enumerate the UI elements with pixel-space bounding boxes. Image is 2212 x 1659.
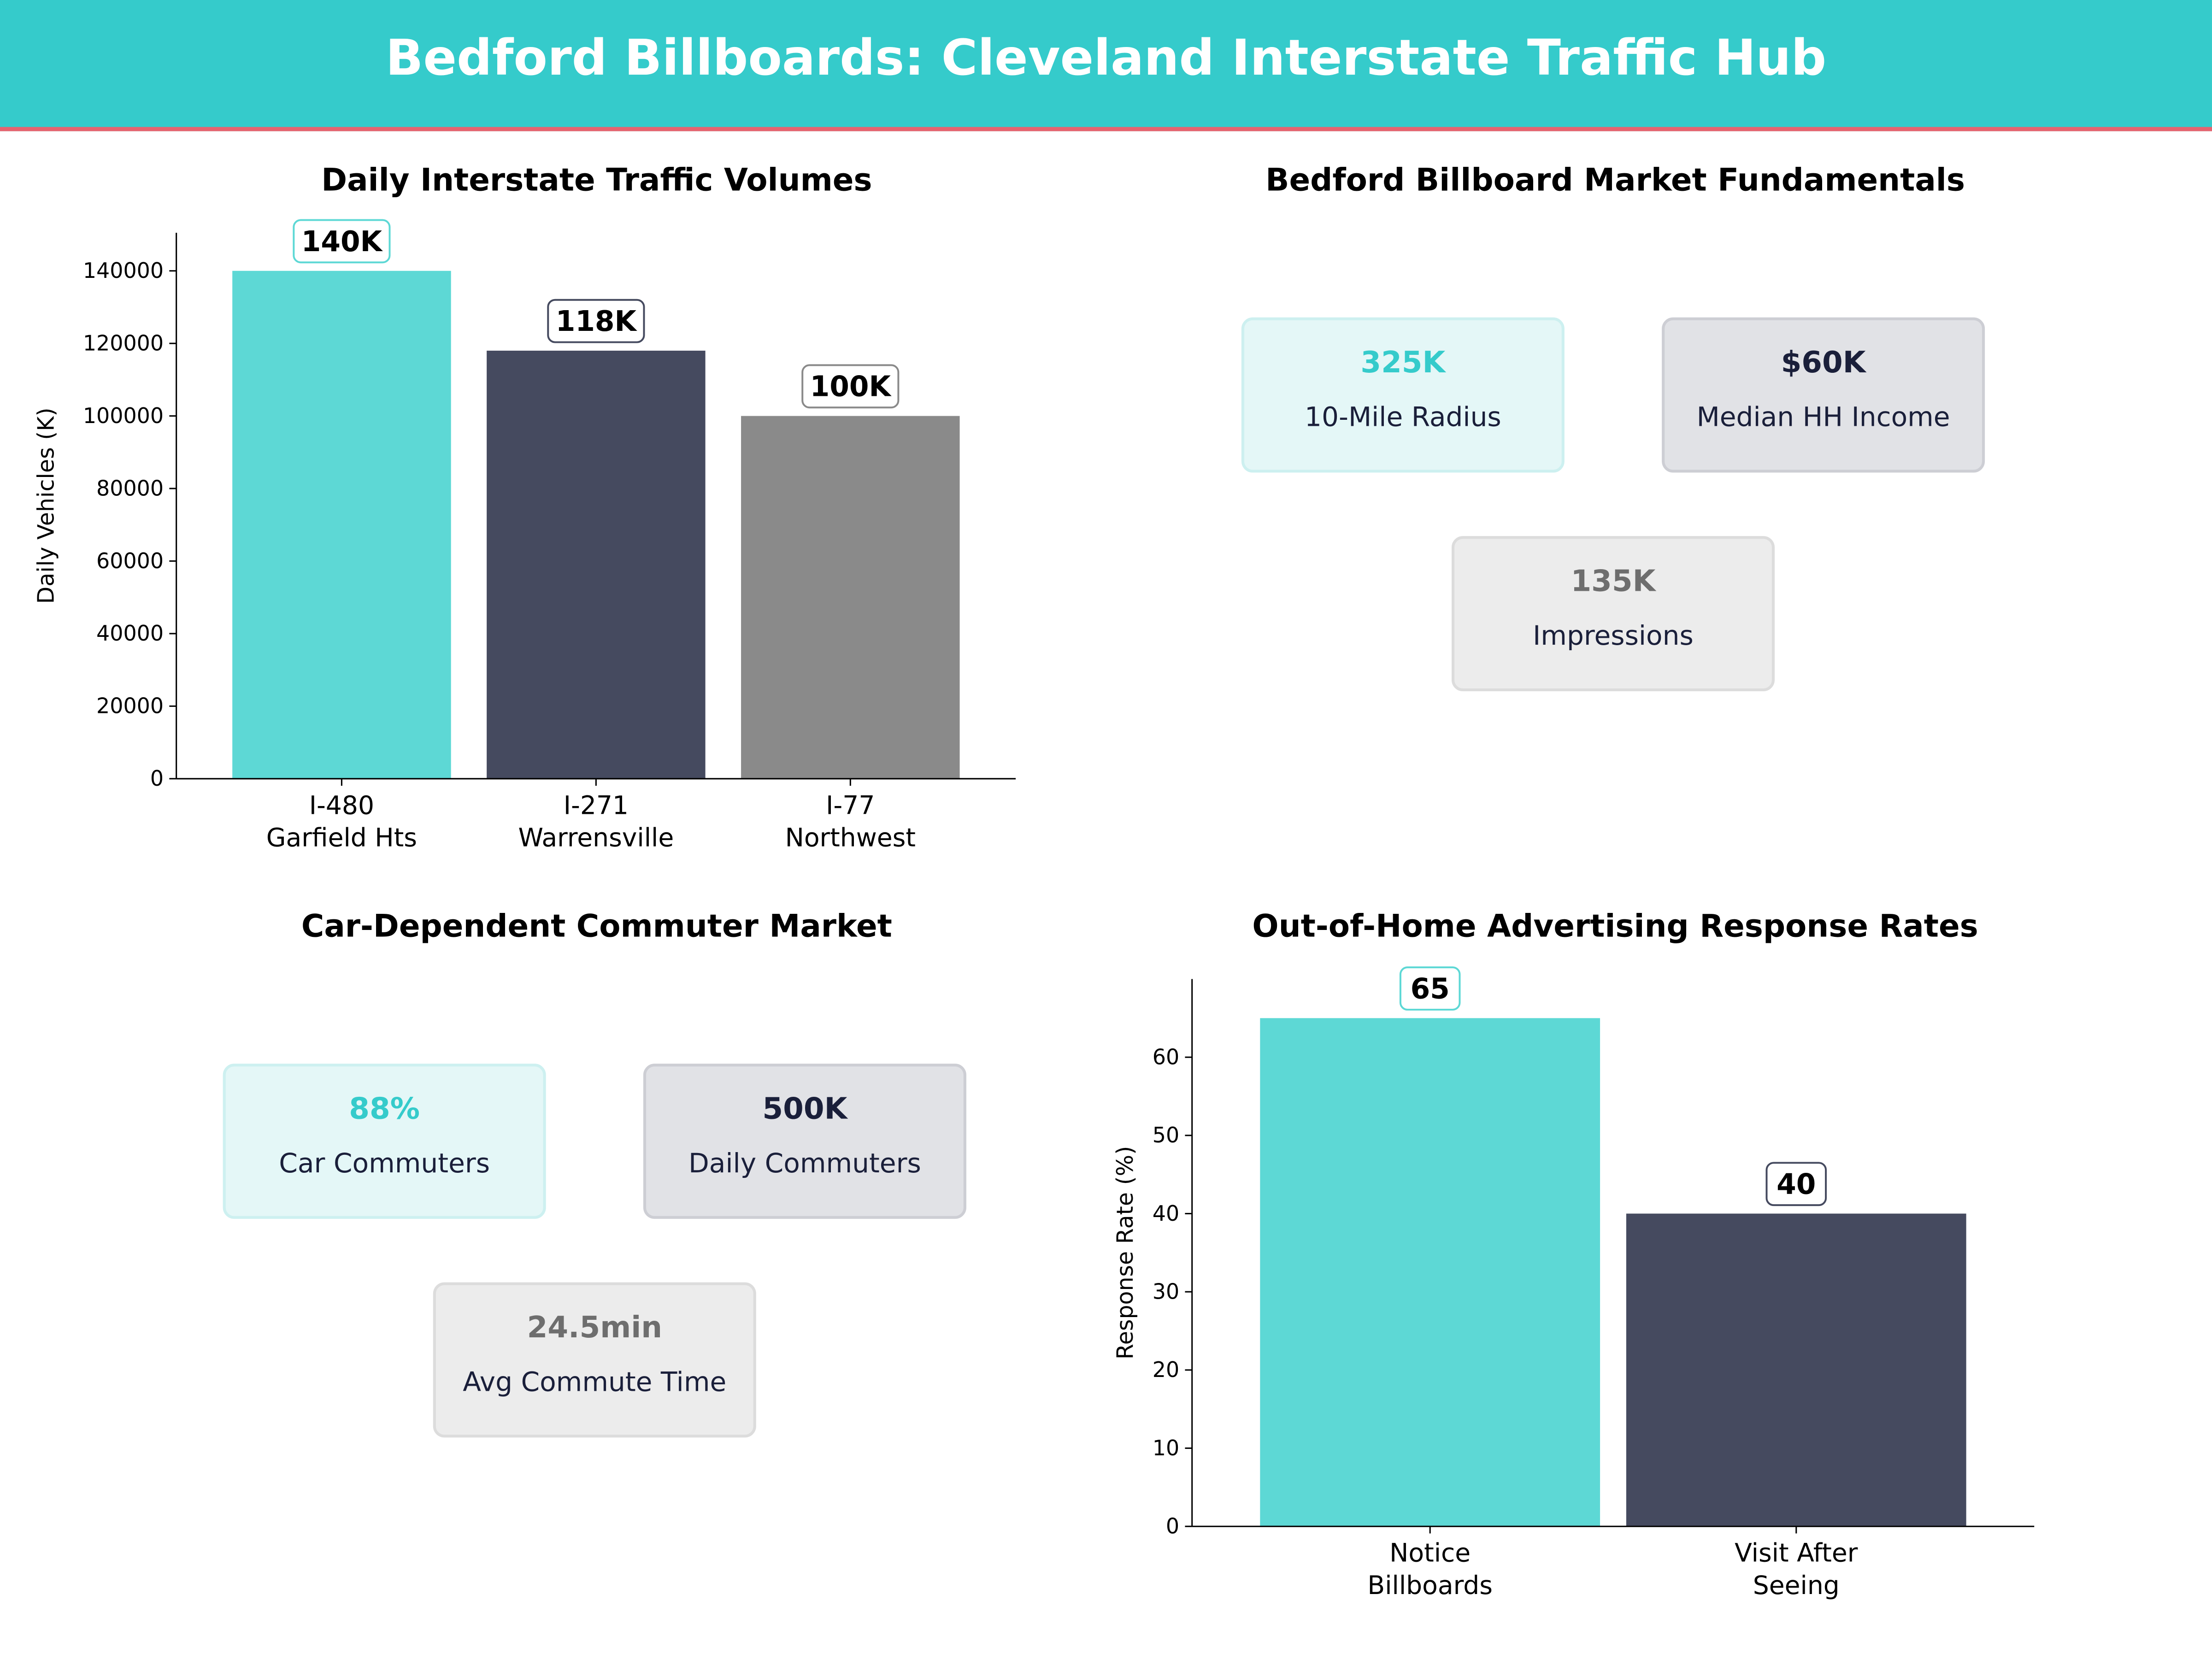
y-tick-label: 40 xyxy=(1153,1201,1179,1226)
metric-label: Impressions xyxy=(1533,620,1694,652)
metric-card-radius: 325K 10-Mile Radius xyxy=(1241,317,1565,473)
y-axis-label: Response Rate (%) xyxy=(1112,1146,1138,1359)
metric-value: 135K xyxy=(1571,564,1656,598)
traffic-chart-title: Daily Interstate Traffic Volumes xyxy=(321,164,872,199)
x-tick-label: Billboards xyxy=(1367,1571,1493,1600)
bar xyxy=(232,271,451,779)
metric-label: Car Commuters xyxy=(279,1148,490,1180)
y-tick-label: 60000 xyxy=(96,548,164,573)
metric-card-car-commuters: 88% Car Commuters xyxy=(223,1064,546,1219)
y-tick-label: 20000 xyxy=(96,694,164,718)
x-tick-label: Seeing xyxy=(1753,1571,1840,1600)
metric-label: Median HH Income xyxy=(1696,402,1950,433)
y-tick-label: 20 xyxy=(1153,1357,1179,1382)
metric-card-commute-time: 24.5min Avg Commute Time xyxy=(433,1282,756,1438)
y-tick-label: 120000 xyxy=(83,330,164,355)
data-label: 65 xyxy=(1411,972,1450,1005)
y-tick-label: 50 xyxy=(1153,1123,1179,1147)
x-tick-label: I-480 xyxy=(309,790,374,820)
metric-value: 24.5min xyxy=(527,1310,662,1345)
bar xyxy=(1260,1018,1600,1527)
y-tick-label: 30 xyxy=(1153,1279,1179,1304)
metric-value: 325K xyxy=(1360,345,1446,380)
metric-card-income: $60K Median HH Income xyxy=(1662,317,1985,473)
metric-label: Avg Commute Time xyxy=(463,1367,727,1398)
x-tick-label: Visit After xyxy=(1735,1538,1858,1568)
data-label-box xyxy=(547,299,645,343)
x-tick-label: Notice xyxy=(1389,1538,1471,1568)
metric-card-daily-commuters: 500K Daily Commuters xyxy=(643,1064,966,1219)
page-title: Bedford Billboards: Cleveland Interstate… xyxy=(385,31,1827,88)
data-label-box xyxy=(1765,1162,1827,1206)
y-tick-label: 60 xyxy=(1153,1044,1179,1069)
x-tick-label: I-77 xyxy=(826,790,875,820)
response-chart-title: Out-of-Home Advertising Response Rates xyxy=(1252,910,1978,946)
metric-value: $60K xyxy=(1781,345,1866,380)
metric-value: 88% xyxy=(349,1092,420,1126)
commuter-market-title: Car-Dependent Commuter Market xyxy=(301,910,892,946)
data-label: 140K xyxy=(301,225,383,258)
metric-label: Daily Commuters xyxy=(688,1148,921,1180)
data-label-box xyxy=(801,364,900,409)
y-axis-label: Daily Vehicles (K) xyxy=(33,407,59,604)
data-label: 118K xyxy=(556,305,638,338)
market-fundamentals-title: Bedford Billboard Market Fundamentals xyxy=(1265,164,1965,199)
y-tick-label: 0 xyxy=(150,766,164,791)
bar xyxy=(741,416,960,779)
data-label: 40 xyxy=(1777,1168,1816,1201)
data-label: 100K xyxy=(810,371,892,403)
y-tick-label: 80000 xyxy=(96,476,164,500)
data-label-box xyxy=(293,219,391,264)
y-tick-label: 0 xyxy=(1166,1514,1179,1539)
y-tick-label: 140000 xyxy=(83,258,164,283)
y-tick-label: 40000 xyxy=(96,621,164,646)
bar xyxy=(1626,1213,1966,1527)
x-tick-label: Garfield Hts xyxy=(266,823,417,853)
y-tick-label: 10 xyxy=(1153,1435,1179,1460)
header-banner: Bedford Billboards: Cleveland Interstate… xyxy=(0,0,2212,131)
y-tick-label: 100000 xyxy=(83,403,164,428)
metric-card-impressions: 135K Impressions xyxy=(1451,536,1775,691)
bar xyxy=(487,350,706,779)
x-tick-label: Northwest xyxy=(785,823,916,853)
metric-label: 10-Mile Radius xyxy=(1304,402,1501,433)
x-tick-label: I-271 xyxy=(564,790,629,820)
data-label-box xyxy=(1399,966,1461,1011)
metric-value: 500K xyxy=(762,1092,847,1126)
x-tick-label: Warrensville xyxy=(518,823,674,853)
